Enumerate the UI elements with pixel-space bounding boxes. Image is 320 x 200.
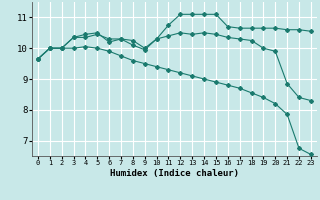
X-axis label: Humidex (Indice chaleur): Humidex (Indice chaleur) [110, 169, 239, 178]
